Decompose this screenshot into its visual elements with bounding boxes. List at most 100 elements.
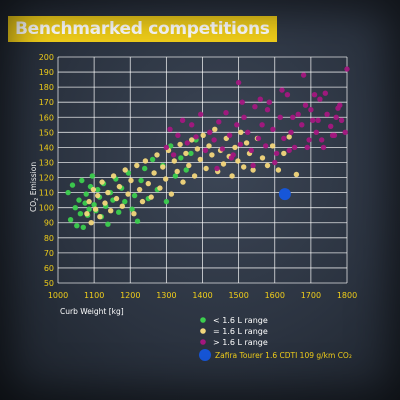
- scatter-point: [238, 129, 244, 135]
- x-tick-label: 1100: [84, 291, 104, 300]
- scatter-point: [250, 162, 256, 169]
- scatter-point: [151, 170, 157, 176]
- scatter-point: [266, 99, 272, 105]
- scatter-point: [200, 132, 206, 138]
- legend-marker-small: [200, 317, 206, 323]
- legend-label-small: < 1.6 L range: [213, 316, 268, 325]
- scatter-point: [102, 200, 108, 206]
- scatter-point: [259, 155, 266, 161]
- scatter-point: [172, 173, 179, 179]
- y-tick-label: 100: [39, 204, 54, 213]
- y-tick-label: 130: [39, 158, 54, 167]
- scatter-point: [86, 198, 92, 205]
- scatter-point: [113, 195, 120, 202]
- scatter-point: [211, 137, 217, 143]
- scatter-point: [79, 177, 85, 184]
- scatter-point: [80, 224, 87, 230]
- scatter-point: [275, 167, 282, 173]
- scatter-point: [286, 147, 292, 154]
- y-tick-label: 110: [39, 189, 54, 198]
- scatter-point: [235, 158, 241, 164]
- scatter-point: [186, 162, 192, 169]
- scatter-point: [270, 126, 276, 132]
- scatter-point: [122, 198, 128, 205]
- scatter-point: [239, 99, 245, 105]
- scatter-point: [149, 156, 156, 163]
- scatter-point: [136, 186, 143, 193]
- scatter-point: [183, 150, 189, 157]
- scatter-point: [86, 206, 92, 212]
- scatter-point: [317, 96, 323, 102]
- scatter-point: [288, 129, 294, 135]
- scatter-point: [189, 137, 195, 143]
- scatter-point: [134, 218, 141, 224]
- scatter-point: [110, 173, 117, 179]
- scatter-point: [194, 146, 201, 152]
- scatter-point: [90, 186, 97, 193]
- scatter-point: [304, 144, 310, 151]
- scatter-point: [235, 79, 242, 86]
- scatter-point: [108, 208, 114, 214]
- scatter-point: [320, 144, 327, 151]
- x-tick-label: 1800: [337, 291, 357, 300]
- scatter-point: [105, 221, 111, 227]
- scatter-point: [337, 102, 343, 108]
- scatter-point: [322, 90, 328, 96]
- y-tick-label: 50: [44, 279, 54, 288]
- scatter-point: [145, 180, 151, 187]
- scatter-point: [95, 186, 101, 193]
- scatter-point: [284, 92, 291, 98]
- scatter-point: [77, 211, 84, 217]
- scatter-point: [255, 135, 262, 142]
- y-tick-label: 60: [44, 264, 54, 273]
- scatter-point: [168, 191, 175, 197]
- scatter-point: [342, 129, 348, 135]
- scatter-point: [269, 143, 276, 149]
- scatter-point: [180, 179, 186, 185]
- scatter-point: [315, 117, 321, 124]
- scatter-point: [163, 176, 169, 182]
- scatter-point: [313, 129, 319, 135]
- scatter-point: [277, 114, 283, 121]
- scatter-point: [160, 164, 166, 170]
- scatter-point: [92, 206, 99, 212]
- scatter-point: [65, 189, 71, 196]
- y-tick-label: 120: [39, 174, 54, 183]
- x-axis-label: Curb Weight [kg]: [60, 307, 124, 316]
- scatter-point: [122, 167, 128, 173]
- legend: < 1.6 L range = 1.6 L range > 1.6 L rang…: [199, 316, 352, 361]
- scatter-point: [241, 164, 247, 170]
- chart-title: Benchmarked competitions: [15, 19, 270, 39]
- scatter-point: [264, 107, 271, 113]
- scatter-point: [198, 111, 204, 118]
- scatter-point: [324, 111, 330, 118]
- scatter-point: [174, 168, 180, 175]
- scatter-point: [163, 198, 170, 205]
- scatter-point: [72, 205, 79, 211]
- scatter-point: [125, 191, 131, 197]
- scatter-point: [319, 137, 325, 143]
- scatter-point: [279, 87, 285, 93]
- y-tick-label: 190: [39, 68, 54, 77]
- scatter-point: [189, 122, 195, 128]
- scatter-point: [344, 66, 350, 72]
- y-tick-label: 90: [44, 219, 54, 228]
- scatter-point: [209, 152, 215, 158]
- scatter-point: [273, 150, 280, 157]
- scatter-point: [302, 102, 309, 108]
- x-tick-label: 1300: [156, 291, 176, 300]
- scatter-point: [76, 197, 82, 203]
- scatter-point: [179, 117, 186, 124]
- legend-marker-large: [200, 339, 206, 345]
- scatter-point: [129, 206, 135, 212]
- scatter-point: [281, 150, 287, 157]
- scatter-point: [95, 192, 101, 199]
- scatter-point: [216, 119, 222, 125]
- scatter-point: [84, 211, 90, 217]
- scatter-point: [116, 183, 123, 190]
- scatter-point: [203, 165, 209, 172]
- y-tick-label: 170: [39, 98, 54, 107]
- scatter-point: [74, 223, 80, 229]
